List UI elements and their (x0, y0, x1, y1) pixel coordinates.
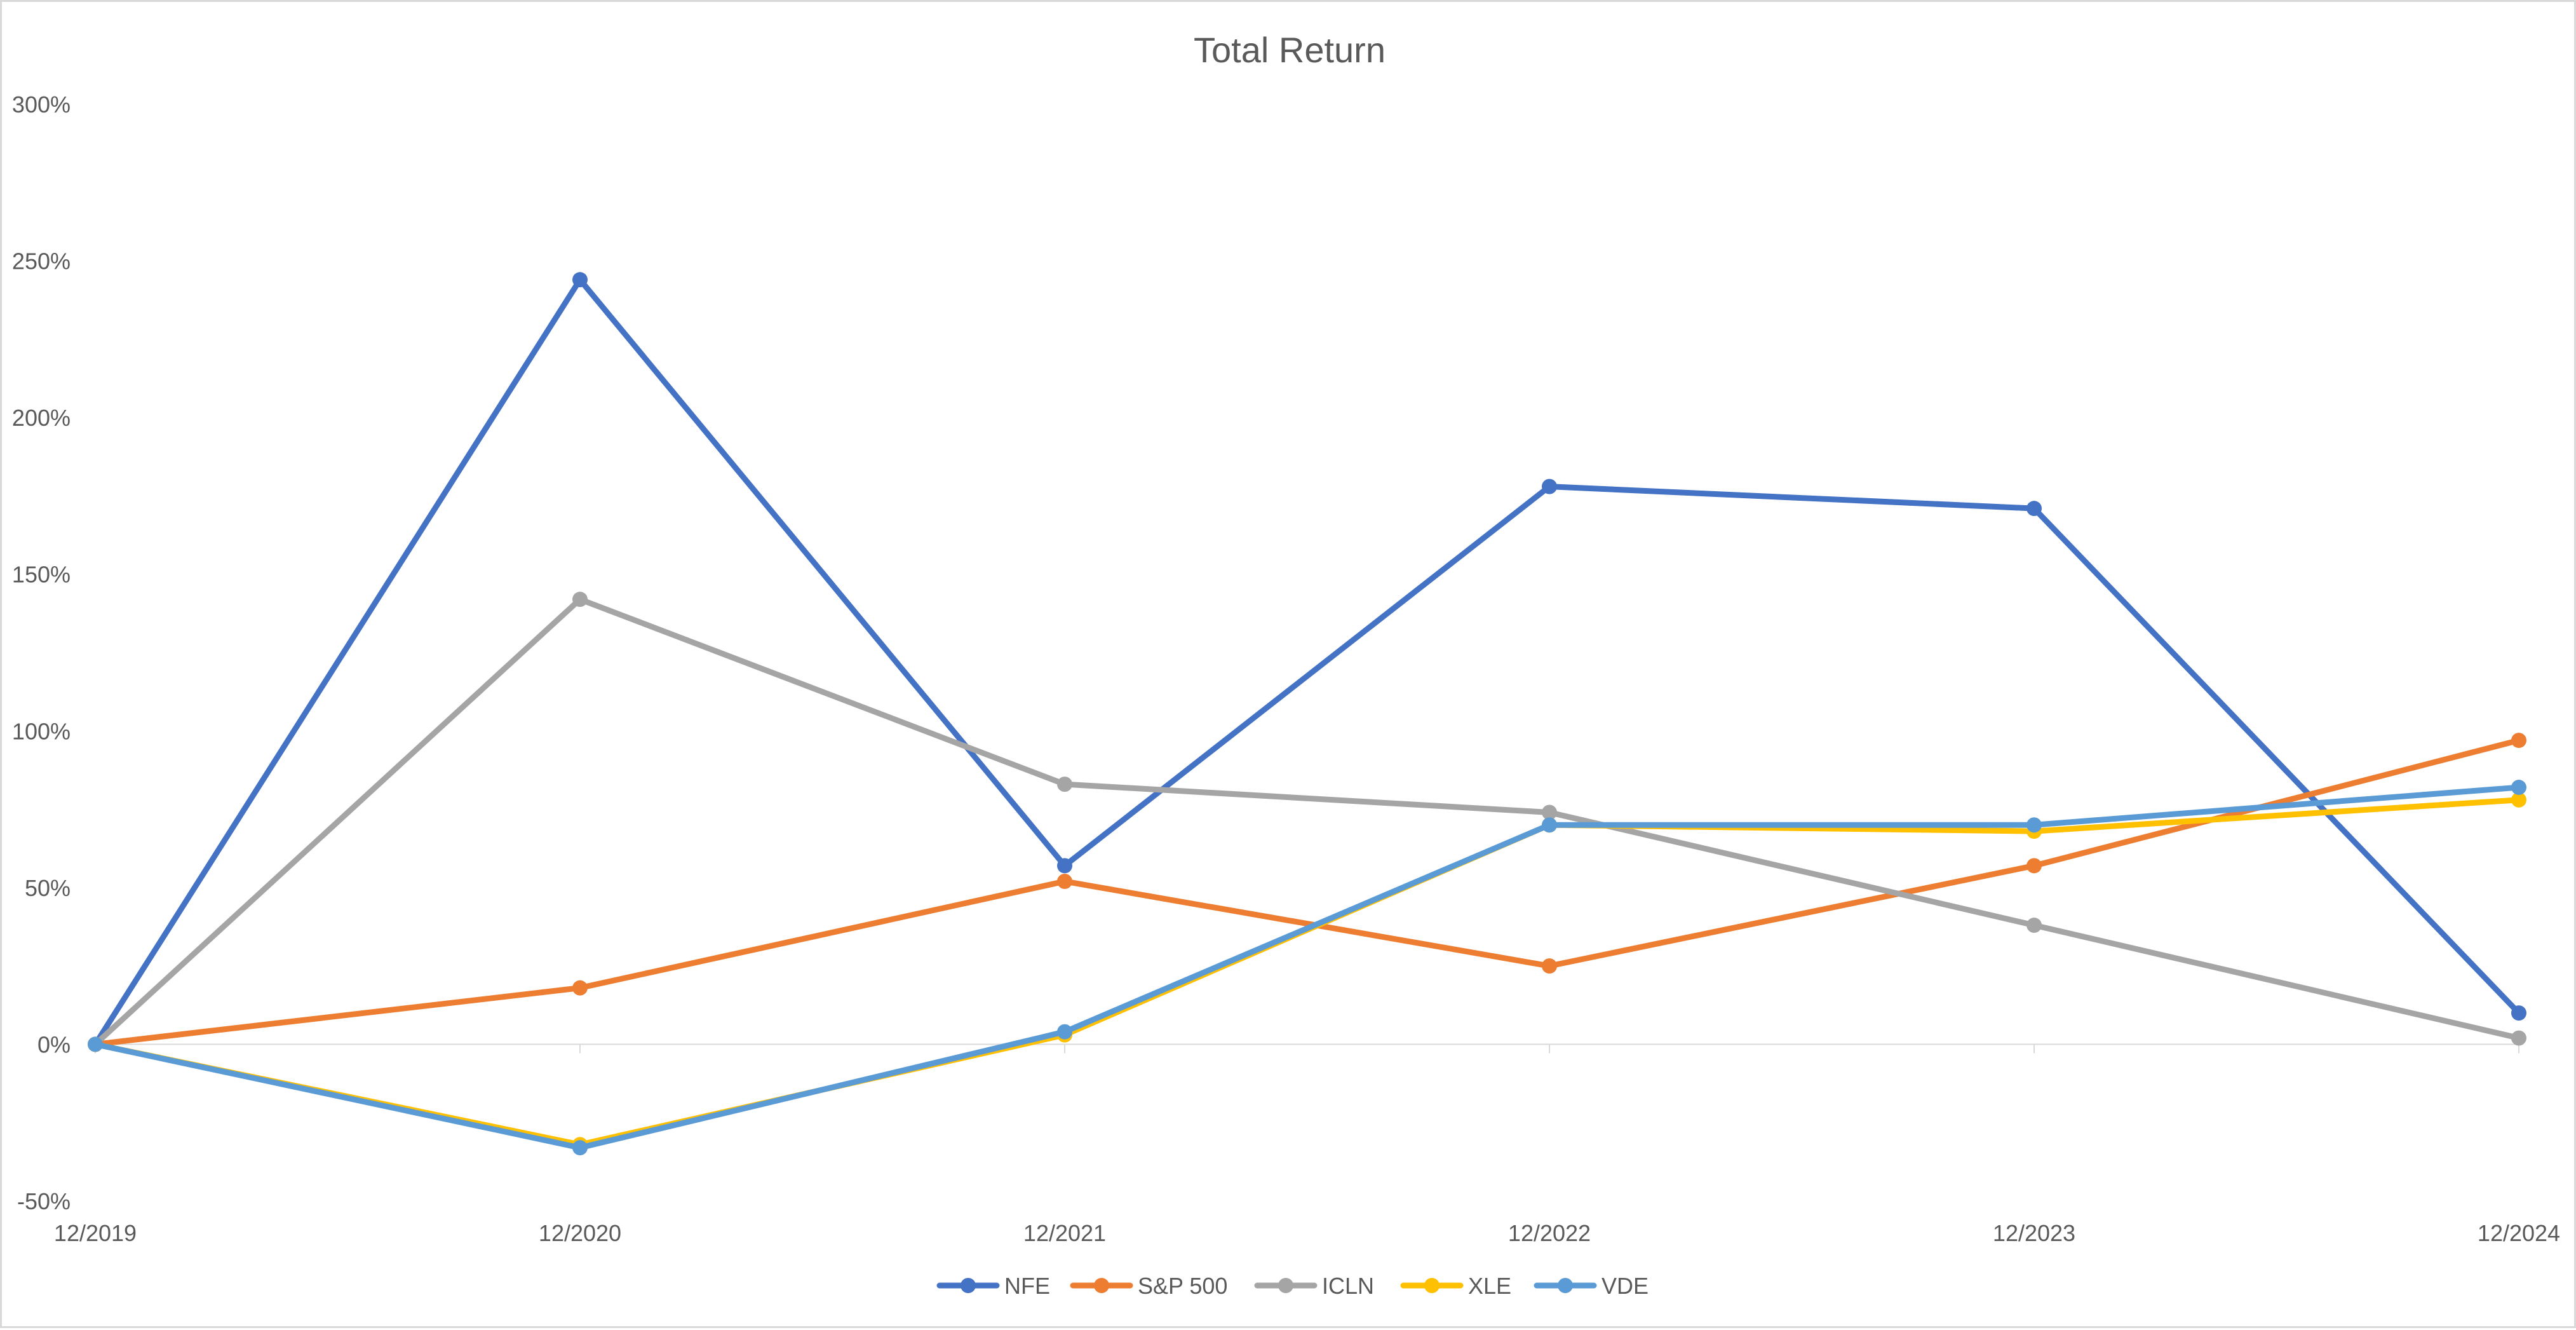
data-point (2026, 501, 2042, 517)
series-line (92, 596, 2522, 1047)
y-tick-label: 200% (12, 405, 71, 431)
chart-title: Total Return (1194, 30, 1386, 70)
data-point (2511, 1030, 2526, 1046)
data-point (1057, 873, 1072, 889)
x-tick-label: 12/2024 (2478, 1220, 2560, 1246)
y-tick-label: -50% (17, 1188, 71, 1214)
data-point (572, 592, 588, 607)
legend-item: ICLN (1254, 1273, 1374, 1299)
data-point (572, 1140, 588, 1156)
data-point (1542, 804, 1557, 820)
y-tick-label: 0% (37, 1031, 71, 1057)
x-tick-label: 12/2022 (1508, 1220, 1591, 1246)
data-point (1057, 1024, 1072, 1040)
legend-label: VDE (1602, 1273, 1649, 1299)
y-tick-label: 300% (12, 92, 71, 118)
series-line (92, 784, 2522, 1151)
series-line (92, 797, 2522, 1148)
legend-label: NFE (1004, 1273, 1050, 1299)
legend-item: XLE (1400, 1273, 1511, 1299)
y-tick-label: 100% (12, 718, 71, 744)
legend-item: NFE (936, 1273, 1050, 1299)
y-tick-label: 250% (12, 248, 71, 275)
legend-marker (1558, 1278, 1573, 1293)
series-s-p-500 (88, 733, 2526, 1052)
data-point (2511, 780, 2526, 796)
y-tick-label: 150% (12, 562, 71, 588)
legend-item: VDE (1534, 1273, 1649, 1299)
data-point (2026, 817, 2042, 833)
data-point (1542, 817, 1557, 833)
legend-marker (1278, 1278, 1293, 1293)
x-tick-label: 12/2021 (1023, 1220, 1106, 1246)
series-line (92, 276, 2522, 1047)
data-point (2511, 1005, 2526, 1021)
series-vde (88, 780, 2526, 1156)
data-point (1057, 858, 1072, 874)
series-xle (88, 792, 2526, 1153)
x-axis: 12/2019 12/2020 12/2021 12/2022 12/2023 12/20… (54, 1043, 2560, 1246)
legend-label: XLE (1468, 1273, 1511, 1299)
series-layer (88, 272, 2526, 1156)
legend-item: S&P 500 (1070, 1273, 1227, 1299)
data-point (2511, 792, 2526, 808)
series-line (92, 737, 2522, 1047)
legend-marker (1424, 1278, 1440, 1293)
data-point (1057, 777, 1072, 792)
data-point (88, 1036, 103, 1052)
legend-marker (1094, 1278, 1109, 1293)
legend-label: S&P 500 (1138, 1273, 1227, 1299)
legend-label: ICLN (1322, 1273, 1374, 1299)
data-point (572, 272, 588, 288)
x-tick-label: 12/2019 (54, 1220, 137, 1246)
data-point (2026, 858, 2042, 874)
y-tick-label: 50% (25, 875, 71, 901)
legend: NFE S&P 500 ICLN XLE VDE (936, 1273, 1649, 1299)
y-axis: -50% 0% 50% 100% 150% 200% 250% 300% (12, 92, 71, 1214)
data-point (1542, 478, 1557, 494)
x-tick-label: 12/2020 (539, 1220, 621, 1246)
data-point (2511, 733, 2526, 749)
legend-marker (961, 1278, 976, 1293)
data-point (2026, 918, 2042, 933)
data-point (1542, 958, 1557, 974)
series-nfe (88, 272, 2526, 1052)
data-point (572, 980, 588, 996)
x-tick-label: 12/2023 (1993, 1220, 2075, 1246)
